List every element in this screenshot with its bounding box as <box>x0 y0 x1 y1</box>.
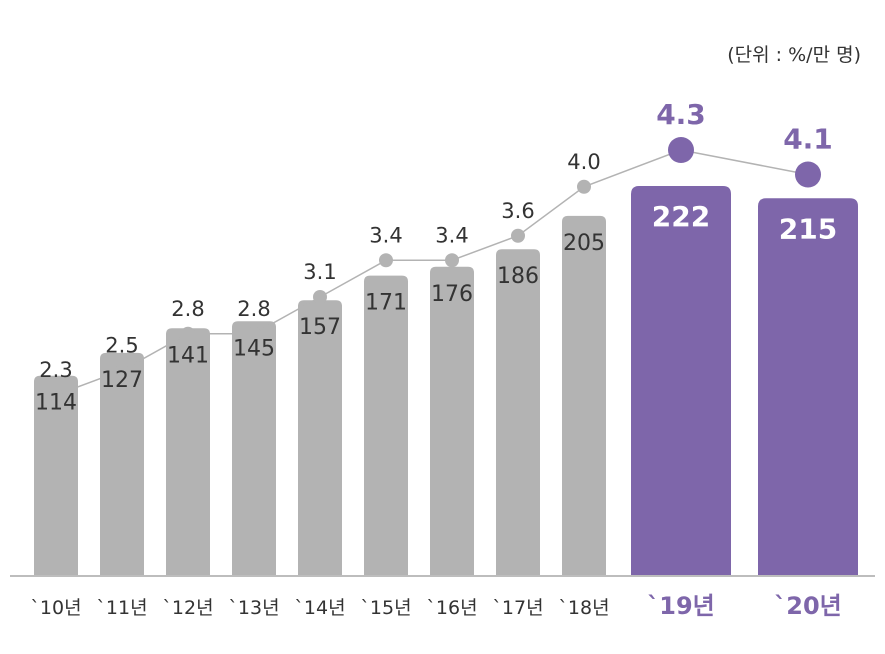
x-tick-label: `11년 <box>96 597 147 619</box>
bar-8 <box>562 215 606 576</box>
x-tick-label: `10년 <box>30 597 81 619</box>
line-value-label: 3.4 <box>435 223 468 247</box>
line-point <box>247 326 261 341</box>
bar-2 <box>166 328 210 576</box>
line-value-label: 3.1 <box>303 260 336 284</box>
line-value-label: 4.3 <box>656 98 706 131</box>
bar-value-label: 127 <box>101 368 143 393</box>
line-point <box>795 161 821 188</box>
bar-value-label: 157 <box>299 315 341 340</box>
line-value-label: 3.4 <box>369 223 402 247</box>
line-point <box>668 137 694 163</box>
line-value-label: 4.0 <box>567 150 600 174</box>
x-tick-label: `14년 <box>294 597 345 619</box>
labels-layer: 114 127 141 145 157 171 176 186 205 222 215 2.3 2.5 2… <box>35 98 837 416</box>
unit-label: (단위 : %/만 명) <box>727 44 861 66</box>
line-value-label: 2.3 <box>39 358 72 382</box>
x-tick-label: `20년 <box>774 592 841 620</box>
bar-value-label: 114 <box>35 391 77 416</box>
bar-3 <box>232 321 276 576</box>
bar-4 <box>298 300 342 576</box>
bar-6 <box>430 266 474 576</box>
line-point <box>577 179 591 194</box>
x-tick-label: `18년 <box>558 597 609 619</box>
line-layer <box>49 137 821 402</box>
bar-value-label: 176 <box>431 282 473 307</box>
line-value-label: 4.1 <box>783 123 833 156</box>
bar-value-label: 145 <box>233 336 275 361</box>
line-point <box>511 228 525 243</box>
bar-value-label: 205 <box>563 231 605 256</box>
line-point <box>445 253 459 268</box>
bar-7 <box>496 249 540 577</box>
bar-5 <box>364 275 408 576</box>
line-value-label: 2.5 <box>105 334 138 358</box>
bar-value-label: 186 <box>497 264 539 289</box>
bar-1 <box>100 352 144 576</box>
line-point <box>379 253 393 268</box>
bar-value-label: 141 <box>167 343 209 368</box>
bar-0 <box>34 375 78 576</box>
bar-10 <box>758 198 858 576</box>
line-value-label: 2.8 <box>237 297 270 321</box>
line-point <box>181 326 195 341</box>
line-value-label: 3.6 <box>501 199 534 223</box>
x-axis: `10년 `11년 `12년 `13년 `14년 `15년 `16년 `17년 `18년 `19년… <box>10 575 875 620</box>
bar-9 <box>631 186 731 576</box>
x-tick-label: `16년 <box>426 597 477 619</box>
x-tick-label: `13년 <box>228 597 279 619</box>
bars-layer <box>34 186 858 577</box>
bar-value-label: 215 <box>779 212 837 245</box>
x-tick-label: `15년 <box>360 597 411 619</box>
x-tick-label: `17년 <box>492 597 543 619</box>
x-tick-label: `19년 <box>647 592 714 620</box>
line-point <box>115 363 129 378</box>
bar-value-label: 222 <box>652 200 710 233</box>
line-point <box>49 388 63 402</box>
x-tick-label: `12년 <box>162 597 213 619</box>
line-point <box>313 290 327 304</box>
bar-value-label: 171 <box>365 291 407 316</box>
line-value-label: 2.8 <box>171 297 204 321</box>
